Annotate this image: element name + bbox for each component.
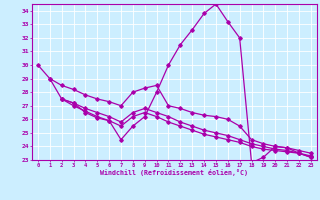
X-axis label: Windchill (Refroidissement éolien,°C): Windchill (Refroidissement éolien,°C): [100, 169, 248, 176]
